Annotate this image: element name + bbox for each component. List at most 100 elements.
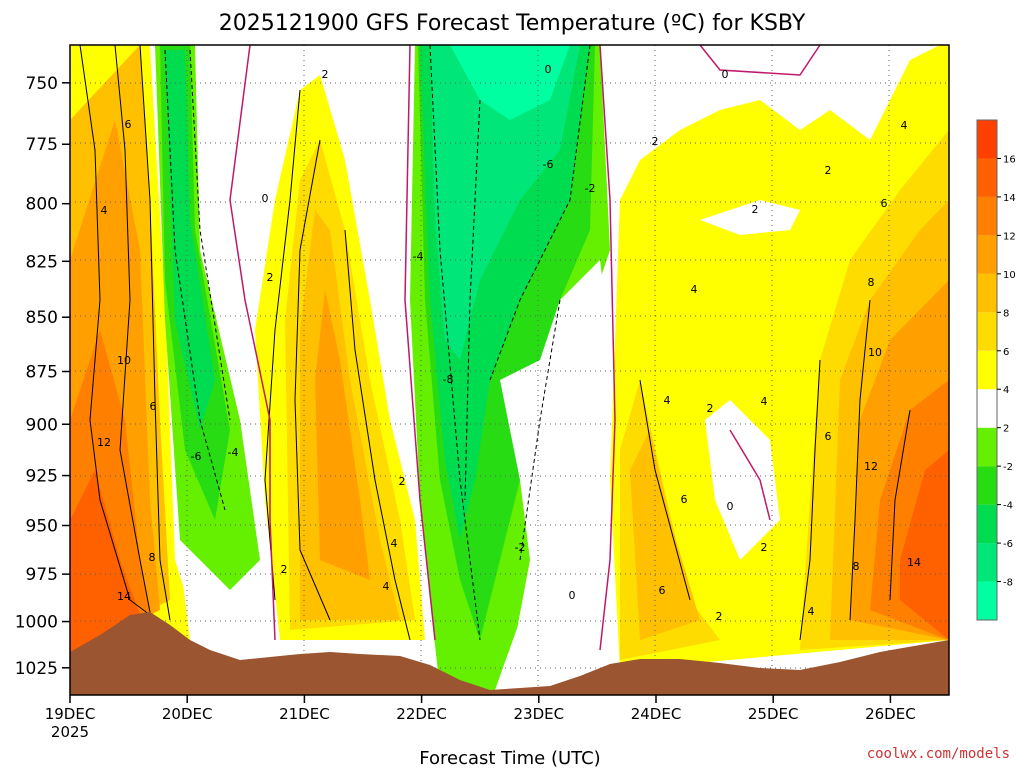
contour-label: -4 xyxy=(228,446,239,459)
contour-label: -6 xyxy=(191,450,202,463)
contour-label: 0 xyxy=(727,500,734,513)
colorbar-tick-label: 2 xyxy=(1003,424,1009,435)
colorbar-tick-label: -2 xyxy=(1003,462,1013,473)
y-tick-label: 775 xyxy=(26,135,58,155)
colorbar-swatch xyxy=(977,120,997,159)
temp-band-orange xyxy=(630,430,700,640)
colorbar-swatch xyxy=(977,196,997,236)
colorbar-swatch xyxy=(977,581,997,620)
contour-label: 14 xyxy=(907,556,921,569)
y-tick-label: 975 xyxy=(26,565,58,585)
contour-label: 2 xyxy=(716,610,723,623)
colorbar-swatch xyxy=(977,312,997,351)
contour-label: 6 xyxy=(681,493,688,506)
x-axis: 19DEC 20DEC 21DEC 22DEC 23DEC 24DEC 25DEC 26DEC xyxy=(45,695,916,723)
x-tick-label: 22DEC xyxy=(396,705,447,723)
contour-label: 8 xyxy=(149,551,156,564)
x-tick-label: 21DEC xyxy=(279,705,330,723)
colorbar-tick-label: -6 xyxy=(1003,539,1013,550)
contour-label: 0 xyxy=(545,63,552,76)
x-tick-label: 26DEC xyxy=(865,705,916,723)
x-tick-label: 25DEC xyxy=(748,705,799,723)
colorbar-tick-label: -8 xyxy=(1003,578,1013,589)
contour-label: 2 xyxy=(281,563,288,576)
contour-label: 4 xyxy=(664,394,671,407)
colorbar-tick-label: 4 xyxy=(1003,385,1009,396)
colorbar-swatch xyxy=(977,158,997,197)
contour-label: 4 xyxy=(901,119,908,132)
contour-label: 6 xyxy=(125,118,132,131)
y-tick-label: 800 xyxy=(26,195,58,215)
contour-label: 12 xyxy=(97,436,111,449)
colorbar-swatch xyxy=(977,273,997,313)
contour-label: 6 xyxy=(150,400,157,413)
credit-text: coolwx.com/models xyxy=(867,746,1010,762)
contour-label: 0 xyxy=(262,192,269,205)
contour-label: 8 xyxy=(868,276,875,289)
contour-label: 10 xyxy=(868,346,882,359)
temp-band-red xyxy=(900,450,949,640)
colorbar-tick-label: 10 xyxy=(1003,270,1016,281)
x-tick-label: 24DEC xyxy=(631,705,682,723)
contour-label: 4 xyxy=(691,283,698,296)
x-tick-label: 23DEC xyxy=(514,705,565,723)
colorbar-swatch xyxy=(977,350,997,390)
colorbar-swatch xyxy=(977,235,997,274)
y-tick-label: 900 xyxy=(26,415,58,435)
x-tick-label: 20DEC xyxy=(162,705,213,723)
contour-label: 2 xyxy=(761,541,768,554)
colorbar-swatch xyxy=(977,504,997,544)
plot-area: 6 4 10 12 6 8 14 0 2 2 -6 -4 2 0 -4 -8 -6 -2 -2 0 2 4 4 2 6 0 6 4 2 4… xyxy=(70,45,949,695)
terrain xyxy=(70,612,949,695)
colorbar-frame xyxy=(976,119,998,621)
contour-label: 0 xyxy=(569,589,576,602)
y-tick-label: 750 xyxy=(26,74,58,94)
chart-title: 2025121900 GFS Forecast Temperature (ºC)… xyxy=(219,11,806,36)
contour-label: 2 xyxy=(652,135,659,148)
y-tick-label: 825 xyxy=(26,252,58,272)
contour-labels: 6 4 10 12 6 8 14 0 2 2 -6 -4 2 0 -4 -8 -6 -2 -2 0 2 4 4 2 6 0 6 4 2 4… xyxy=(97,63,921,623)
temp-band-white xyxy=(700,200,800,235)
contour-label: 2 xyxy=(707,402,714,415)
plot-frame xyxy=(69,44,950,696)
colorbar-swatch xyxy=(977,427,997,467)
contour-label: 4 xyxy=(383,580,390,593)
contour-label: -2 xyxy=(585,182,596,195)
temp-band-red xyxy=(70,470,140,655)
zero-contours xyxy=(229,45,821,651)
y-tick-label: 925 xyxy=(26,467,58,487)
contours xyxy=(79,45,911,641)
y-axis: 750 775 800 825 850 875 900 925 950 975 1000 1025 xyxy=(15,74,70,679)
colorbar-tick-label: 8 xyxy=(1003,308,1009,319)
y-tick-label: 850 xyxy=(26,308,58,328)
colorbar-tick-label: 16 xyxy=(1003,154,1016,165)
contour-label: 0 xyxy=(722,68,729,81)
contour-label: 8 xyxy=(853,560,860,573)
temp-band-orange xyxy=(315,290,370,580)
contour-label: -2 xyxy=(515,541,526,554)
contour-label: 6 xyxy=(825,430,832,443)
grid xyxy=(70,45,949,695)
contour-label: -8 xyxy=(443,373,454,386)
y-tick-label: 1025 xyxy=(15,659,58,679)
contour-label: 4 xyxy=(101,204,108,217)
x-axis-label: Forecast Time (UTC) xyxy=(419,748,600,768)
contour-label: 10 xyxy=(117,354,131,367)
contour-label: -4 xyxy=(413,250,424,263)
y-tick-label: 875 xyxy=(26,362,58,382)
contour-label: 6 xyxy=(881,197,888,210)
colorbar-tick-label: 14 xyxy=(1003,193,1016,204)
temp-band-white xyxy=(500,260,625,640)
y-tick-label: 1000 xyxy=(15,613,58,633)
colorbar: 16 14 12 10 8 6 4 2 -2 -4 -6 -8 xyxy=(976,119,1016,621)
contours-negative xyxy=(164,45,591,641)
contour-label: 2 xyxy=(825,164,832,177)
colorbar-tick-label: -4 xyxy=(1003,501,1013,512)
colorbar-swatch xyxy=(977,466,997,505)
temp-band-green xyxy=(165,50,215,430)
contour-label: 4 xyxy=(391,537,398,550)
contour-label: 14 xyxy=(117,590,131,603)
x-axis-year: 2025 xyxy=(51,723,89,741)
y-tick-label: 950 xyxy=(26,517,58,537)
